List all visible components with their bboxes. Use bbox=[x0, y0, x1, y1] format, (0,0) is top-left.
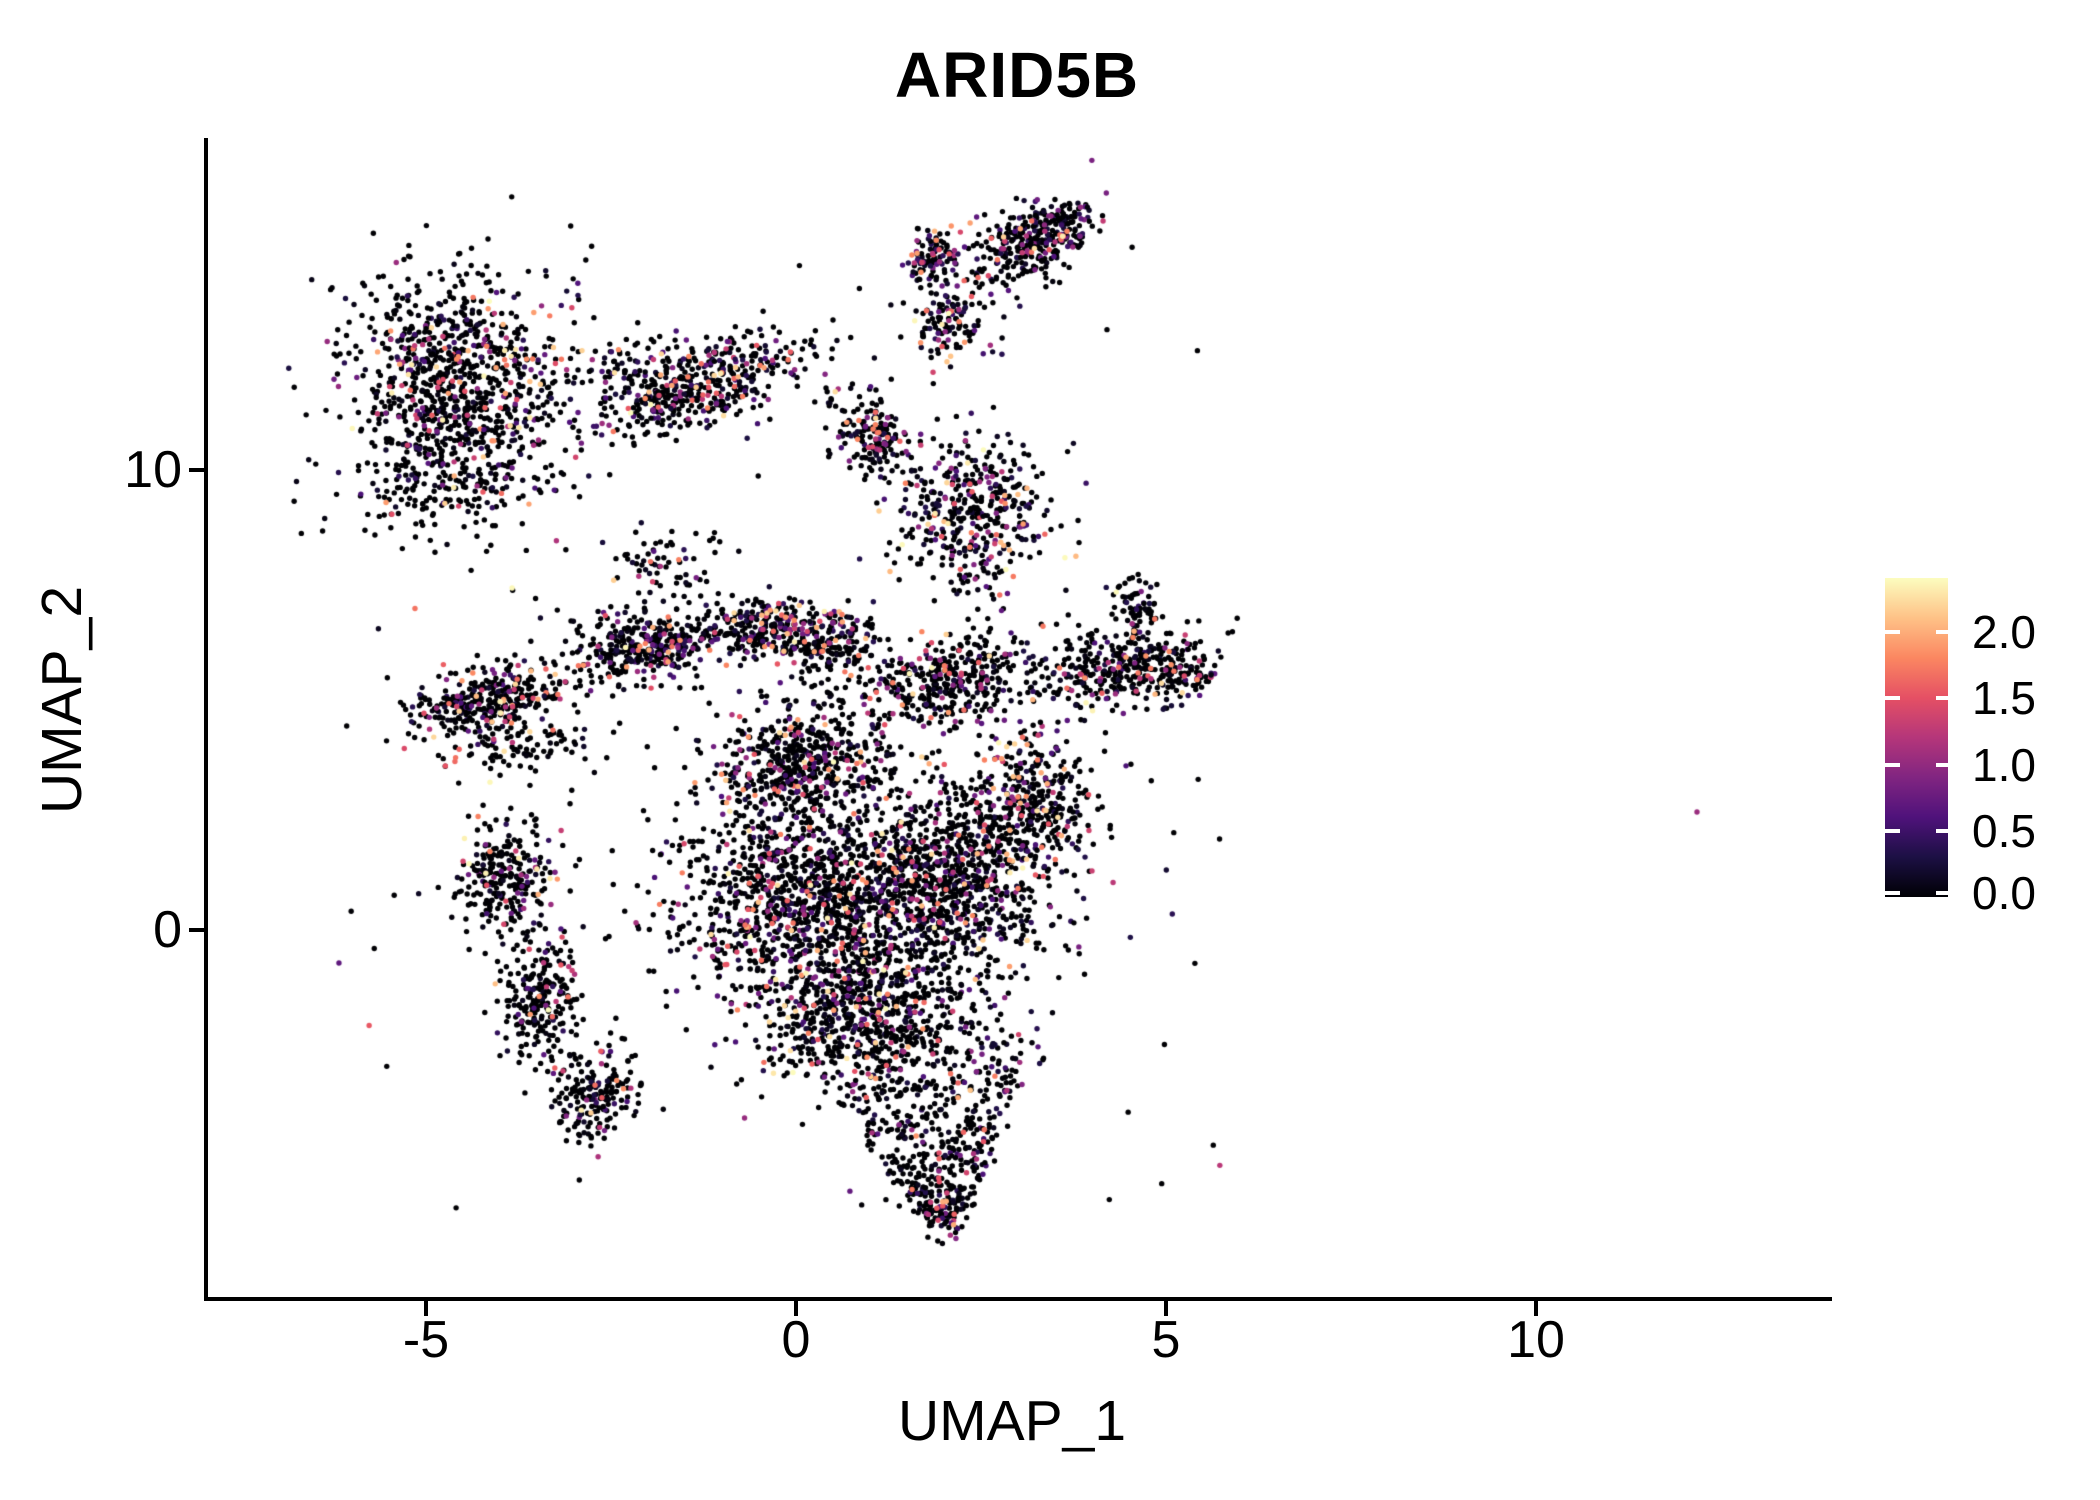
colorbar-tick-mark bbox=[1936, 891, 1948, 895]
colorbar-tick-label: 0.0 bbox=[1972, 867, 2036, 919]
colorbar-tick-mark bbox=[1885, 696, 1900, 701]
y-axis-title: UMAP_2 bbox=[30, 585, 94, 815]
x-tick-label: -5 bbox=[402, 1311, 450, 1369]
y-tick-label: 10 bbox=[124, 441, 182, 499]
y-tick-mark bbox=[189, 468, 204, 472]
colorbar-tick-mark bbox=[1885, 762, 1900, 767]
x-axis-line bbox=[204, 1297, 1832, 1301]
y-axis-line bbox=[204, 138, 208, 1301]
x-tick-label: 5 bbox=[1151, 1311, 1181, 1369]
colorbar-tick-label: 0.5 bbox=[1972, 804, 2036, 857]
x-tick-mark bbox=[794, 1301, 798, 1316]
colorbar-tick-label: 1.5 bbox=[1972, 672, 2036, 725]
colorbar-tick-mark bbox=[1885, 891, 1900, 895]
x-tick-mark bbox=[424, 1301, 428, 1316]
y-tick-mark bbox=[189, 928, 204, 932]
x-tick-mark bbox=[1164, 1301, 1168, 1316]
colorbar-gradient bbox=[1885, 578, 1948, 897]
colorbar-tick-label: 2.0 bbox=[1972, 606, 2036, 659]
colorbar-tick-mark bbox=[1936, 762, 1948, 767]
colorbar-tick-label: 1.0 bbox=[1972, 738, 2036, 791]
colorbar-tick-mark bbox=[1936, 630, 1948, 635]
x-tick-label: 10 bbox=[1507, 1311, 1565, 1369]
colorbar-tick-mark bbox=[1936, 696, 1948, 701]
y-tick-label: 0 bbox=[153, 901, 182, 959]
x-axis-title: UMAP_1 bbox=[897, 1389, 1127, 1453]
colorbar-tick-mark bbox=[1936, 828, 1948, 833]
x-tick-mark bbox=[1534, 1301, 1538, 1316]
x-tick-label: 0 bbox=[781, 1311, 811, 1369]
colorbar-tick-mark bbox=[1885, 828, 1900, 833]
colorbar-tick-mark bbox=[1885, 630, 1900, 635]
